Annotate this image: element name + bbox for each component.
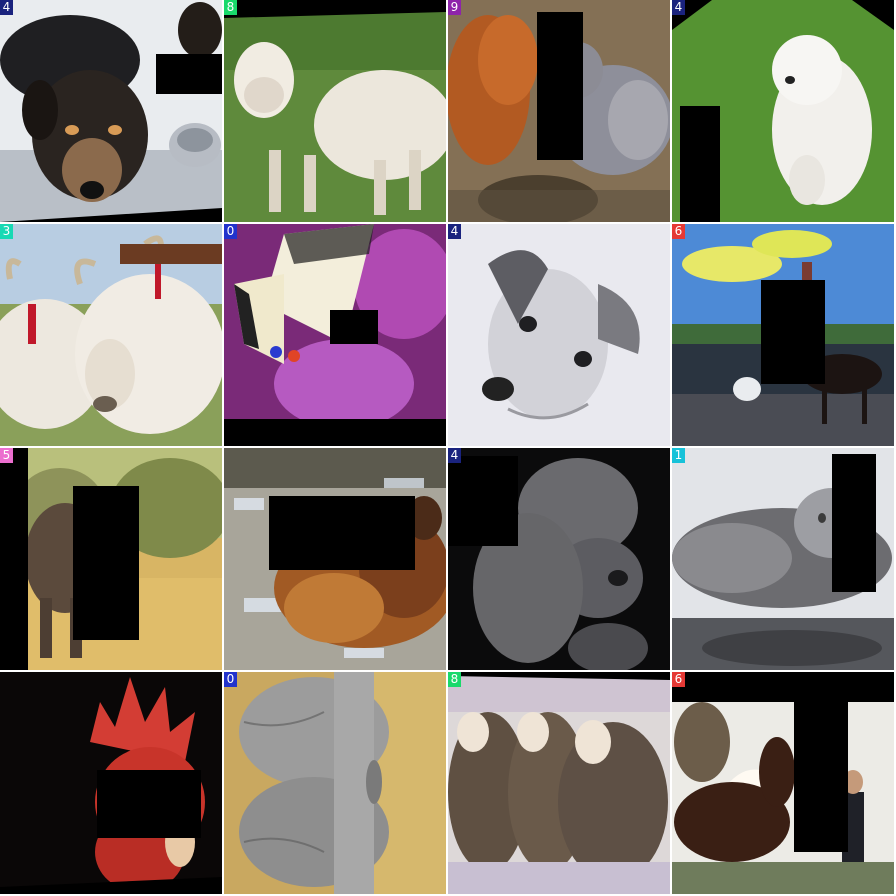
occlusion-box: [537, 12, 583, 160]
occlusion-box: [330, 310, 378, 344]
tile-label: 9: [448, 0, 461, 15]
occlusion-box: [156, 54, 222, 94]
tile-9: 5: [0, 448, 222, 670]
tile-7: 4: [448, 224, 670, 446]
tile-15-image: [448, 672, 670, 894]
tile-label: 3: [0, 224, 13, 239]
tile-label: 8: [448, 672, 461, 687]
occlusion-box: [97, 770, 201, 838]
tile-label: 4: [672, 0, 685, 15]
tile-16: 6: [672, 672, 894, 894]
tile-label: 0: [224, 224, 237, 239]
tile-label: 8: [224, 0, 237, 15]
tile-8: 6: [672, 224, 894, 446]
tile-14-image: [224, 672, 446, 894]
tile-10: [224, 448, 446, 670]
tile-label: 4: [0, 0, 13, 15]
tile-label: [0, 672, 13, 687]
tile-5-image: [0, 224, 222, 446]
tile-14: 0: [224, 672, 446, 894]
tile-12: 1: [672, 448, 894, 670]
tile-1-image: [0, 0, 222, 222]
tile-16-image: [672, 672, 894, 894]
tile-label: 1: [672, 448, 685, 463]
tile-1: 4: [0, 0, 222, 222]
tile-label: 6: [672, 672, 685, 687]
tile-label: [224, 448, 237, 463]
tile-11: 4: [448, 448, 670, 670]
tile-4: 4: [672, 0, 894, 222]
tile-2: 8: [224, 0, 446, 222]
tile-label: 4: [448, 448, 461, 463]
tile-2-image: [224, 0, 446, 222]
occlusion-box: [73, 486, 139, 640]
tile-5: 3: [0, 224, 222, 446]
occlusion-box: [448, 456, 518, 546]
tile-label: 4: [448, 224, 461, 239]
tile-7-image: [448, 224, 670, 446]
occlusion-box: [680, 106, 720, 222]
occlusion-box: [269, 496, 415, 570]
tile-15: 8: [448, 672, 670, 894]
tile-label: 5: [0, 448, 13, 463]
tile-11-image: [448, 448, 670, 670]
tile-3: 9: [448, 0, 670, 222]
tile-6: 0: [224, 224, 446, 446]
tile-label: 6: [672, 224, 685, 239]
tile-13: [0, 672, 222, 894]
occlusion-box: [794, 700, 848, 852]
occlusion-box: [761, 280, 825, 384]
tile-label: 0: [224, 672, 237, 687]
occlusion-box: [832, 454, 876, 592]
